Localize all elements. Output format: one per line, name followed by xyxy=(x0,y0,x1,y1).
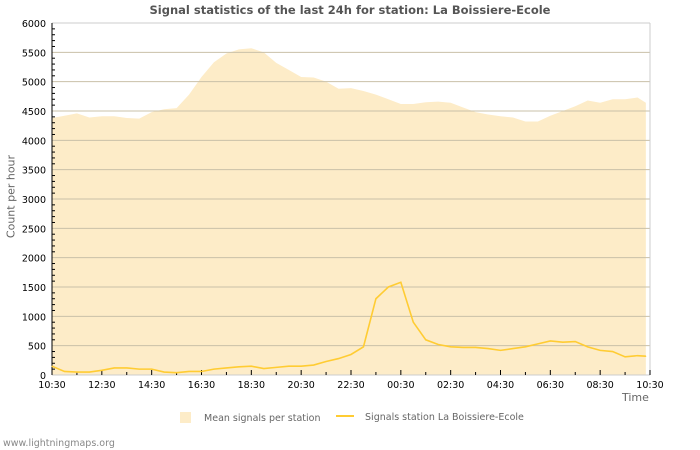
station-signals-point xyxy=(300,365,302,367)
legend-label-mean: Mean signals per station xyxy=(204,413,321,424)
station-signals-point xyxy=(500,349,501,351)
y-tick-label: 500 xyxy=(28,342,46,353)
legend-swatch-area xyxy=(180,412,191,423)
station-signals-point xyxy=(338,358,340,360)
x-tick-label: 20:30 xyxy=(287,380,314,391)
station-signals-point xyxy=(574,341,576,343)
station-signals-point xyxy=(475,346,477,348)
station-signals-point xyxy=(637,355,639,357)
legend-swatch-line xyxy=(336,415,354,417)
station-signals-point xyxy=(151,368,153,370)
y-tick-label: 2000 xyxy=(22,254,46,265)
station-signals-point xyxy=(188,370,190,372)
x-tick-label: 04:30 xyxy=(487,380,514,391)
station-signals-point xyxy=(537,343,539,345)
station-signals-point xyxy=(549,340,551,342)
station-signals-point xyxy=(450,346,452,348)
station-signals-point xyxy=(375,298,377,300)
station-signals-point xyxy=(113,367,115,369)
station-signals-point xyxy=(362,346,364,348)
station-signals-point xyxy=(213,368,215,370)
x-tick-label: 08:30 xyxy=(586,380,613,391)
mean-signals-area xyxy=(52,48,646,376)
station-signals-point xyxy=(101,369,103,371)
station-signals-point xyxy=(387,286,389,288)
station-signals-point xyxy=(350,353,352,355)
y-tick-label: 1500 xyxy=(22,283,46,294)
y-tick-label: 5500 xyxy=(22,48,46,59)
station-signals-point xyxy=(288,365,290,367)
station-signals-point xyxy=(88,371,90,373)
x-tick-label: 12:30 xyxy=(88,380,115,391)
legend-item-station: Signals station La Boissiere-Ecole xyxy=(336,412,524,423)
x-tick-label: 18:30 xyxy=(238,380,265,391)
y-tick-label: 4500 xyxy=(22,107,46,118)
station-signals-point xyxy=(437,343,439,345)
station-signals-point xyxy=(587,346,589,348)
x-tick-label: 10:30 xyxy=(636,380,663,391)
y-tick-label: 0 xyxy=(40,371,46,382)
y-tick-label: 4000 xyxy=(22,136,46,147)
station-signals-point xyxy=(487,348,489,350)
x-tick-label: 16:30 xyxy=(188,380,215,391)
station-signals-point xyxy=(645,355,647,357)
station-signals-point xyxy=(512,348,514,350)
station-signals-point xyxy=(126,367,128,369)
chart-title: Signal statistics of the last 24h for st… xyxy=(149,3,551,17)
footer-credit: www.lightningmaps.org xyxy=(3,438,115,449)
station-signals-point xyxy=(238,366,240,368)
y-tick-label: 3500 xyxy=(22,166,46,177)
x-tick-label: 02:30 xyxy=(437,380,464,391)
station-signals-point xyxy=(263,368,265,370)
station-signals-point xyxy=(201,370,202,372)
station-signals-point xyxy=(400,281,402,283)
y-axis-label: Count per hour xyxy=(4,154,18,239)
station-signals-point xyxy=(562,341,564,343)
y-tick-label: 2500 xyxy=(22,224,46,235)
station-signals-point xyxy=(51,365,53,367)
legend-item-mean: Mean signals per station xyxy=(180,412,321,424)
x-tick-label: 00:30 xyxy=(387,380,414,391)
station-signals-point xyxy=(138,368,140,370)
x-tick-label: 22:30 xyxy=(337,380,364,391)
station-signals-point xyxy=(63,370,65,372)
station-signals-point xyxy=(325,361,327,363)
x-tick-label: 14:30 xyxy=(138,380,165,391)
station-signals-point xyxy=(176,372,178,374)
station-signals-point xyxy=(163,371,165,373)
station-signals-point xyxy=(313,364,315,366)
station-signals-point xyxy=(412,321,414,323)
x-tick-label: 06:30 xyxy=(537,380,564,391)
x-tick-label: 10:30 xyxy=(38,380,65,391)
station-signals-point xyxy=(225,367,227,369)
legend-label-station: Signals station La Boissiere-Ecole xyxy=(365,412,524,423)
station-signals-point xyxy=(76,371,78,373)
station-signals-point xyxy=(250,365,252,367)
station-signals-point xyxy=(624,356,626,358)
station-signals-point xyxy=(612,351,614,353)
station-signals-point xyxy=(275,366,277,368)
station-signals-point xyxy=(425,339,427,341)
station-signals-point xyxy=(599,349,601,351)
station-signals-point xyxy=(462,346,464,348)
y-tick-label: 3000 xyxy=(22,195,46,206)
y-tick-label: 6000 xyxy=(22,19,46,30)
y-tick-label: 5000 xyxy=(22,78,46,89)
y-tick-label: 1000 xyxy=(22,312,46,323)
station-signals-point xyxy=(524,346,526,348)
x-axis-label: Time xyxy=(622,391,649,404)
